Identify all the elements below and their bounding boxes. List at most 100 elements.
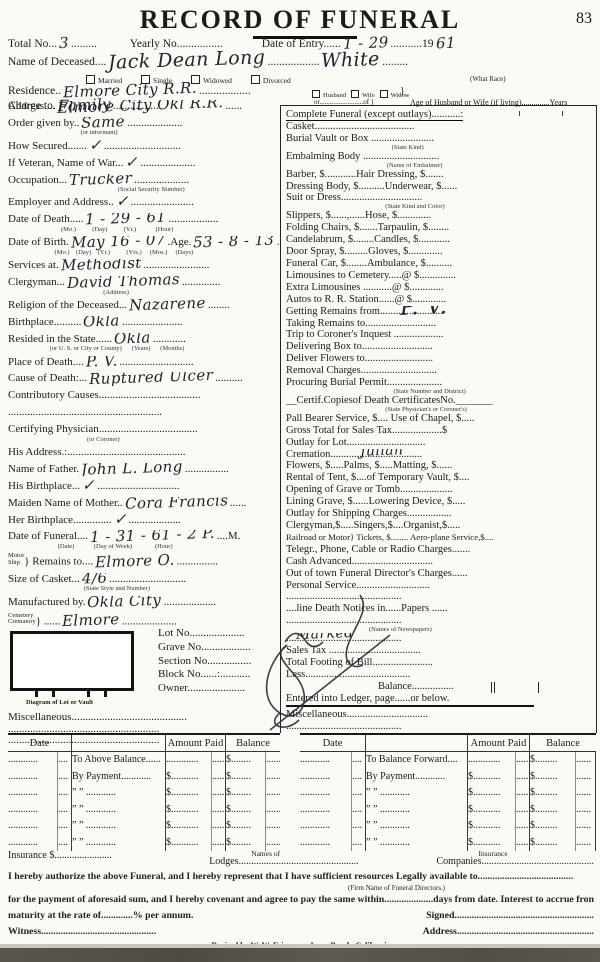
charge-to-label: Charge to.: [8, 100, 56, 112]
lodges-caption: Names of: [251, 849, 281, 858]
form-field-row: His Birthplace... ✓......................…: [8, 480, 280, 494]
date-sub-cell: ....: [352, 752, 366, 769]
field-caption: (Address): [48, 289, 129, 296]
residence-label: Residence..: [8, 85, 62, 97]
amount-cell: $...........: [166, 818, 212, 835]
date-sub-cell: ....: [58, 834, 72, 851]
field-label: Cause of Death:...: [8, 372, 88, 385]
balance-cell: $.........: [530, 752, 576, 769]
charge-item-row: Miscellaneous...........................…: [286, 709, 596, 721]
checkbox-label: Single: [153, 76, 173, 85]
checkbox-label: Married: [98, 76, 123, 85]
charge-item-label: Taking Remains to.......................…: [286, 317, 437, 329]
field-prefix: Cemetery Crematory: [8, 612, 36, 626]
lot-fields-list: Lot No.................... Grave No.....…: [158, 627, 251, 696]
description-cell: ” ” ............: [72, 801, 166, 818]
dotted-leader: ...........: [390, 38, 423, 50]
charge-item-row: Suit or Dress...........................…: [286, 192, 596, 210]
balance-cell: $.........: [530, 818, 576, 835]
amount-cell: $...........: [166, 785, 212, 802]
form-field-row: Her Birthplace.............. ✓...........…: [8, 514, 280, 528]
checkbox-label: Widowed: [203, 76, 232, 85]
field-label: His Birthplace...: [8, 479, 81, 492]
field-label: Manufactured by.: [8, 595, 86, 608]
amount-sub-cell: .....: [212, 801, 226, 818]
form-field-row: Resided in the State...... Okla..........…: [8, 333, 280, 353]
checkbox-label: Widow: [390, 92, 410, 99]
year-prefix: 19: [422, 38, 434, 50]
charge-item-label: Outlay for Shipping Charges.............…: [286, 508, 452, 520]
charge-item-row: Clergyman,$.....Singers,$....Organist,$.…: [286, 520, 596, 532]
description-cell: ” ” ............: [366, 834, 468, 851]
charge-item-row: Complete Funeral (except outlays).......…: [286, 109, 596, 121]
date-sub-cell: ....: [352, 818, 366, 835]
marital-checkbox-option: Single: [141, 75, 173, 85]
left-fields-column: Address.... Elmore City Okl R.R....... Or…: [8, 100, 280, 632]
charge-item-label: Procuring Burial Permit.................…: [286, 377, 443, 389]
charge-item-row: Extra Limousines ...........@ $.........…: [286, 282, 596, 294]
form-field-row: Certifying Physician....................…: [8, 423, 280, 443]
amount-cell: .............: [468, 752, 516, 769]
column-header-amount-paid: Amount Paid: [468, 735, 530, 752]
spouse-brace: }: [400, 86, 405, 97]
charge-to-row: Charge to. Family.................: [8, 95, 162, 115]
balance-cell: $.........: [530, 801, 576, 818]
date-sub-cell: ....: [58, 801, 72, 818]
amount-cell: $...........: [166, 801, 212, 818]
amount-cell: $...........: [468, 801, 516, 818]
charge-item-label: Entered into Ledger, page......or below.: [286, 692, 450, 704]
date-sub-cell: ....: [58, 818, 72, 835]
form-field-row: Maiden Name of Mother.. Cora Francis.....…: [8, 497, 280, 511]
form-title: RECORD OF FUNERAL: [139, 5, 461, 34]
dotted-leader: .................: [112, 100, 162, 112]
charge-item-row: Outlay for Shipping Charges.............…: [286, 508, 596, 520]
charge-item-row: ....line Death Notices in......Papers ..…: [286, 603, 596, 615]
column-header-balance: Balance: [530, 735, 596, 752]
charge-item-caption: (State Physician's or Coroner's): [356, 406, 467, 413]
field-label: Size of Casket...: [8, 572, 80, 585]
charge-item-label: __Certif.Copiesof Death CertificatesNo._…: [286, 394, 493, 406]
charge-item-label: Clergyman,$.....Singers,$....Organist,$.…: [286, 520, 461, 531]
checkbox-icon: [379, 90, 388, 98]
balance-cell: $.........: [530, 768, 576, 785]
age-of-spouse-line: Age of Husband or Wife (if living)......…: [410, 98, 568, 107]
dotted-leader: ....................: [127, 116, 183, 129]
charge-item-label: ........................................…: [286, 720, 402, 732]
checkbox-icon: [191, 75, 201, 84]
amount-cell: $...........: [468, 768, 516, 785]
amount-cell: $...........: [166, 834, 212, 851]
charge-item-row: Funeral Car, $........Ambulance, $......…: [286, 258, 596, 270]
charge-item-label: Cremation...............................…: [286, 448, 423, 460]
charge-item-row: Pall Bearer Service, $.... Use of Chapel…: [286, 413, 596, 425]
charge-item-label: Railroad or Motor} Tickets, $........ Ae…: [286, 531, 494, 542]
handwritten-value: ✓: [125, 156, 139, 171]
balance-cell: $........: [226, 785, 266, 802]
charge-item-row: Delivering Box to.......................…: [286, 341, 596, 353]
amount-cell: .............: [166, 752, 212, 769]
date-sub-cell: ....: [352, 768, 366, 785]
charge-item-label: Suit or Dress...........................…: [286, 192, 423, 204]
dotted-leader: ..................: [267, 56, 320, 68]
handwritten-value: Okla: [113, 332, 152, 348]
dotted-line: ........................................…: [8, 723, 160, 735]
diagram-notch: [87, 688, 107, 697]
field-label: } ......: [35, 615, 61, 628]
lot-field-row: Grave No..................: [158, 640, 251, 653]
authorization-line-3: maturity at the rate of.............% pe…: [8, 910, 194, 921]
charge-item-caption: (State Kind and Color): [356, 204, 445, 211]
handwritten-value: 1 - 29 - 61: [85, 213, 168, 229]
form-field-row: Cause of Death:... Ruptured Ulcer........…: [8, 372, 280, 386]
field-label: If Veteran, Name of War...: [8, 156, 124, 169]
amount-cell: $...........: [166, 768, 212, 785]
field-caption: (or U. S. or City or County) (Years) (Mo…: [48, 346, 185, 353]
dotted-leader: ............................: [103, 139, 181, 152]
charge-item-label: Removal Charges.........................…: [286, 365, 437, 377]
dotted-leader: ...................: [163, 595, 217, 608]
dotted-leader: ............................: [109, 572, 187, 585]
balance-sub-cell: ......: [576, 768, 596, 785]
amount-sub-cell: .....: [212, 768, 226, 785]
checkbox-label: Divorced: [262, 76, 291, 85]
charge-item-row: Railroad or Motor} Tickets, $........ Ae…: [286, 532, 596, 544]
handwritten-value: Okla City: [87, 595, 163, 610]
charge-item-row: Rental of Tent, $....of Temporary Vault,…: [286, 472, 596, 484]
